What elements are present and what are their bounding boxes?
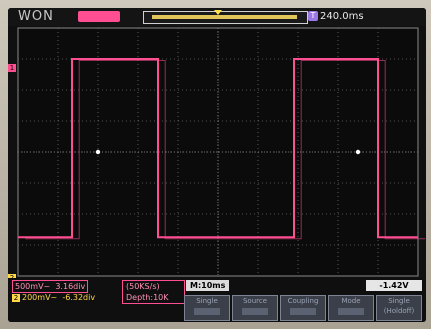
ch1-position: 3.16div [55,282,86,291]
info-panel: 500mV~ 3.16div 2 200mV~ -6.32div (50KS/s)… [8,278,426,322]
softkey-source-label: Source [242,297,268,305]
softkey-coupling[interactable]: Coupling [280,295,326,321]
memory-depth: Depth:10K [126,293,169,302]
softkey-single-label: Single [196,297,218,305]
ch1-info: 500mV~ 3.16div [12,280,122,293]
softkey-coupling-value [290,308,316,315]
ch1-scale: 500mV~ [15,282,51,291]
ch2-badge: 2 [12,294,20,302]
status-bar: WON T 240.0ms [8,8,426,26]
softkey-single[interactable]: Single [184,295,230,321]
softkey-coupling-label: Coupling [287,297,319,305]
ch2-info: 2 200mV~ -6.32div [12,292,122,303]
run-state-indicator[interactable] [78,11,120,22]
softkey-holdoff-sub: (Holdoff) [383,307,415,315]
softkey-mode-value [338,308,364,315]
graticule-dot [355,149,361,155]
ch1-info-box: 500mV~ 3.16div [12,280,89,293]
ch2-scale: 200mV~ [22,293,58,302]
ch2-position: -6.32div [62,293,96,302]
trigger-position-readout: T 240.0ms [308,10,364,24]
softkey-source[interactable]: Source [232,295,278,321]
softkey-single-value [194,308,220,315]
softkey-mode-label: Mode [341,297,361,305]
graticule-dot [95,149,101,155]
trigger-badge-icon: T [308,11,318,21]
softkey-holdoff-label: Single [388,297,410,305]
sample-rate: (50KS/s) [126,282,160,291]
softkey-mode[interactable]: Mode [328,295,374,321]
ch1-waveform-persistence [25,60,426,240]
ch1-waveform [18,58,418,239]
brand-logo: WON [18,9,54,24]
timeline-window [152,15,297,19]
trigger-level-value: -1.42V [379,281,409,290]
trigger-marker-icon [214,10,222,15]
softkey-menu: Single Source Coupling Mode Single (Hold… [184,295,424,321]
trigger-level-readout: -1.42V [366,280,422,291]
softkey-holdoff[interactable]: Single (Holdoff) [376,295,422,321]
timebase-readout: M:10ms [186,280,230,291]
acquisition-info: (50KS/s) Depth:10K [122,280,185,304]
ch1-level-marker[interactable]: 1 [8,64,16,72]
graticule [17,27,419,277]
trigger-position-value: 240.0ms [320,11,364,22]
waveform-display [17,27,426,277]
memory-timeline [143,10,308,24]
softkey-source-value [242,308,268,315]
